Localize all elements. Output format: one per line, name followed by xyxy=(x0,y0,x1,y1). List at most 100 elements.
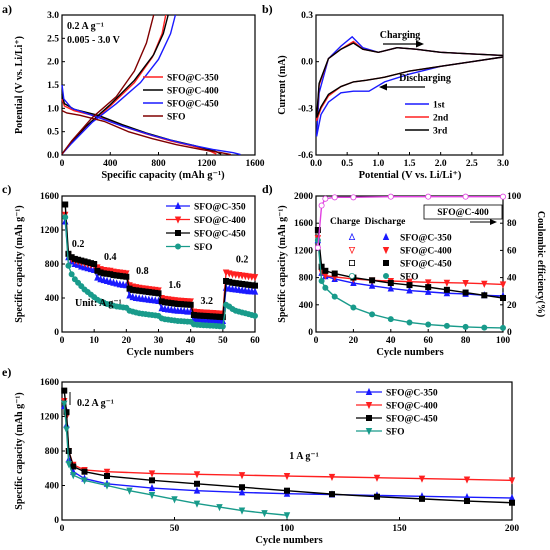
rate-label: 3.2 xyxy=(201,296,214,307)
rate-label: 1.6 xyxy=(168,280,181,291)
x-tick-label: 400 xyxy=(103,159,118,169)
data-point xyxy=(318,263,325,270)
data-point xyxy=(219,323,226,330)
legend-marker xyxy=(174,243,181,250)
x-tick-label: 1600 xyxy=(246,159,265,169)
legend-marker xyxy=(174,216,182,224)
legend-label: SFO@C-400 xyxy=(167,87,219,97)
x-tick-label: 200 xyxy=(505,524,520,534)
y-tick-label: 0.0 xyxy=(301,58,313,68)
data-point xyxy=(499,193,506,200)
data-point xyxy=(373,474,381,482)
data-point xyxy=(94,273,101,281)
data-point xyxy=(148,477,155,484)
data-point xyxy=(331,194,338,201)
y-tick-label: 0 xyxy=(308,328,313,338)
data-point xyxy=(328,473,336,482)
x-axis-label: Cycle numbers xyxy=(255,535,322,546)
data-point xyxy=(322,284,329,291)
x-tick-label: 1200 xyxy=(197,159,216,169)
y-tick-label: 0 xyxy=(54,516,59,526)
charge-curve xyxy=(61,14,155,155)
data-point xyxy=(387,284,395,292)
cv-cathodic-curve xyxy=(315,56,504,122)
legend-marker-hollow xyxy=(348,272,355,279)
y2-tick-label: 0 xyxy=(507,328,512,338)
y-tick-label: 800 xyxy=(299,274,314,284)
arrow-head xyxy=(379,83,387,91)
x-tick-label: 50 xyxy=(218,336,228,346)
data-point xyxy=(104,473,111,480)
data-point xyxy=(481,292,488,299)
data-point xyxy=(63,426,70,434)
y-tick-label: 1600 xyxy=(40,378,59,388)
data-point xyxy=(171,496,178,504)
data-point xyxy=(81,477,88,485)
data-point xyxy=(251,312,258,319)
y2-tick-label: 60 xyxy=(507,246,517,256)
y2-tick-label: 20 xyxy=(507,301,517,311)
data-point xyxy=(350,304,357,311)
legend-label: SFO@C-350 xyxy=(386,389,438,399)
data-point xyxy=(193,500,201,508)
legend-label: SFO@C-350 xyxy=(400,234,452,244)
legend-marker-hollow xyxy=(348,232,356,241)
data-point xyxy=(368,281,376,289)
data-point xyxy=(328,491,335,498)
legend-header: Discharge xyxy=(365,217,406,227)
x-tick-label: 0.0 xyxy=(310,159,322,169)
legend-label: 2nd xyxy=(433,114,449,124)
annotation: 1 A g⁻¹ xyxy=(289,451,318,462)
discharge-curve xyxy=(61,110,232,156)
panel-1: a) 0 400 800 1200 1600 0.0 0.5 1.0 1.5 2.0 2.5 3.0 Sp… xyxy=(2,2,265,181)
x-tick-label: 60 xyxy=(250,336,260,346)
y-tick-label: 2.5 xyxy=(47,34,59,44)
data-point xyxy=(373,493,380,500)
panel-tag: e) xyxy=(2,365,11,379)
data-point xyxy=(103,482,111,490)
data-point xyxy=(499,281,507,289)
y-tick-label: 2.0 xyxy=(47,58,59,68)
data-point xyxy=(314,244,321,251)
y-tick-label: 400 xyxy=(45,294,60,304)
panel-tag: b) xyxy=(262,2,273,16)
x-tick-label: 100 xyxy=(496,336,511,346)
data-point xyxy=(425,193,432,200)
x-tick-label: 40 xyxy=(186,336,196,346)
legend-marker-hollow xyxy=(348,246,356,255)
x-axis-label: Cycle numbers xyxy=(126,347,193,358)
y-tick-label: 1200 xyxy=(40,413,59,423)
data-point xyxy=(261,510,268,518)
data-point xyxy=(463,476,471,484)
series-SFO@C-450 xyxy=(61,387,515,506)
series-SFO xyxy=(314,237,506,331)
legend-marker xyxy=(365,387,373,396)
data-point xyxy=(193,486,201,494)
data-point xyxy=(369,277,376,284)
legend-marker xyxy=(365,401,373,410)
y-axis-label: Current (mA) xyxy=(277,55,288,115)
data-point xyxy=(508,499,515,506)
y-axis-label: Specific capacity (mAh g⁻¹) xyxy=(14,392,25,509)
data-point xyxy=(462,289,469,296)
data-point xyxy=(238,488,246,496)
annotation: Discharging xyxy=(399,73,451,84)
data-point xyxy=(70,463,77,470)
x-tick-label: 0 xyxy=(60,159,65,169)
data-point xyxy=(481,280,488,288)
panel-5: e) 0 50 100 150 200 0 400 800 1200 1600 Cycle numbe… xyxy=(2,365,519,546)
legend-label: SFO@C-350 xyxy=(167,74,219,84)
panel-2: b) 0.0 0.5 1.0 1.5 2.0 2.5 3.0 -0.6 -0.3 0.0 0.3 Pot… xyxy=(262,2,509,181)
series-SFO@C-450 xyxy=(314,226,506,301)
y2-tick-label: 80 xyxy=(507,219,517,229)
data-point xyxy=(322,267,329,274)
data-point xyxy=(350,194,357,201)
data-point xyxy=(148,483,156,492)
data-point xyxy=(65,460,72,469)
x-tick-label: 60 xyxy=(423,336,433,346)
legend-marker xyxy=(365,427,373,436)
data-point xyxy=(70,472,77,480)
data-point xyxy=(499,294,506,301)
series-line xyxy=(63,406,513,499)
